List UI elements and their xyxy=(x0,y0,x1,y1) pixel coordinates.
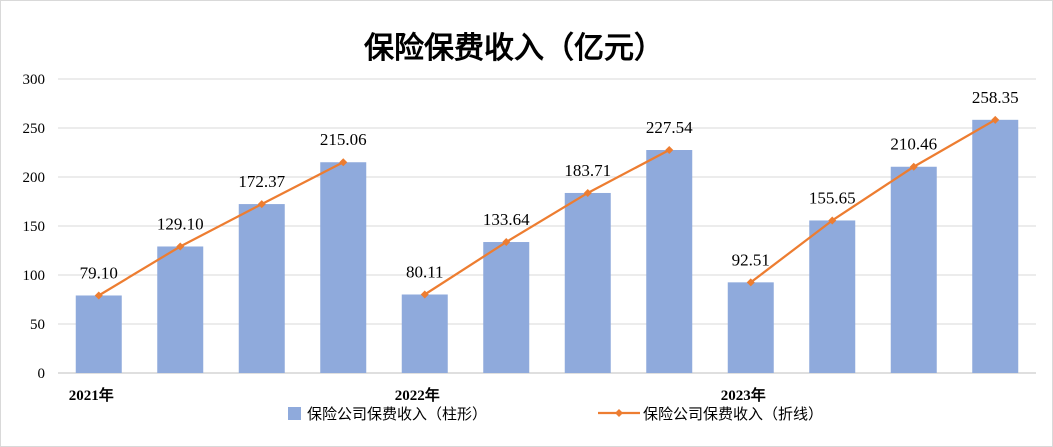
data-labels: 79.10 129.10 172.37 215.06 80.11 133.64 183.71… xyxy=(80,88,1019,283)
data-label: 258.35 xyxy=(972,88,1019,107)
bar xyxy=(646,150,693,373)
line-marker xyxy=(257,200,266,209)
data-label: 172.37 xyxy=(238,172,285,191)
bar xyxy=(890,166,937,373)
bar xyxy=(564,192,611,373)
line-marker xyxy=(991,115,1000,124)
legend-bar-swatch xyxy=(288,407,301,420)
line-segment xyxy=(98,161,344,297)
legend-label: 保险公司保费收入（柱形） xyxy=(307,405,487,423)
line-marker xyxy=(909,162,918,171)
line-marker xyxy=(583,188,592,197)
gridlines xyxy=(58,78,1036,374)
bar xyxy=(401,294,448,373)
line-marker xyxy=(94,291,103,300)
data-label: 80.11 xyxy=(406,262,444,281)
line-marker xyxy=(828,216,837,225)
bar xyxy=(75,295,122,373)
y-tick-label: 100 xyxy=(23,268,46,284)
x-axis-groups: 2021年 2022年 2023年 xyxy=(69,386,766,404)
data-label: 129.10 xyxy=(157,214,204,233)
bar xyxy=(238,204,285,373)
data-label: 210.46 xyxy=(890,135,937,154)
legend-label: 保险公司保费收入（折线） xyxy=(643,405,823,423)
data-label: 155.65 xyxy=(809,188,856,207)
line-marker xyxy=(339,158,348,167)
data-label: 227.54 xyxy=(646,118,693,137)
y-tick-label: 250 xyxy=(23,121,46,137)
y-axis-ticks: 0 50 100 150 200 250 300 xyxy=(23,72,46,382)
x-group-label: 2021年 xyxy=(69,386,114,404)
bar xyxy=(157,246,204,373)
y-tick-label: 200 xyxy=(23,170,46,186)
line-marker xyxy=(665,146,674,155)
data-label: 79.10 xyxy=(80,263,118,282)
chart-title: 保险保费收入（亿元） xyxy=(364,31,664,66)
y-tick-label: 0 xyxy=(38,366,46,382)
line-segment xyxy=(424,149,670,296)
data-label: 183.71 xyxy=(564,161,611,180)
bar xyxy=(809,220,856,373)
y-tick-label: 150 xyxy=(23,219,46,235)
bar xyxy=(972,119,1019,373)
line-marker xyxy=(502,238,511,247)
line-marker xyxy=(420,290,429,299)
line-series xyxy=(94,115,1000,300)
bar xyxy=(727,282,774,373)
bar-series xyxy=(75,119,1019,373)
y-tick-label: 50 xyxy=(30,317,45,333)
bar xyxy=(320,162,367,373)
line-segment xyxy=(750,118,996,284)
legend-line-marker xyxy=(615,409,623,417)
bar xyxy=(483,242,530,373)
data-label: 92.51 xyxy=(732,250,770,269)
data-label: 133.64 xyxy=(483,210,530,229)
x-group-label: 2022年 xyxy=(395,386,440,404)
line-marker xyxy=(176,242,185,251)
y-tick-label: 300 xyxy=(23,72,46,88)
line-marker xyxy=(746,278,755,287)
legend: 保险公司保费收入（柱形） 保险公司保费收入（折线） xyxy=(288,405,823,423)
data-label: 215.06 xyxy=(320,130,367,149)
x-group-label: 2023年 xyxy=(721,386,766,404)
